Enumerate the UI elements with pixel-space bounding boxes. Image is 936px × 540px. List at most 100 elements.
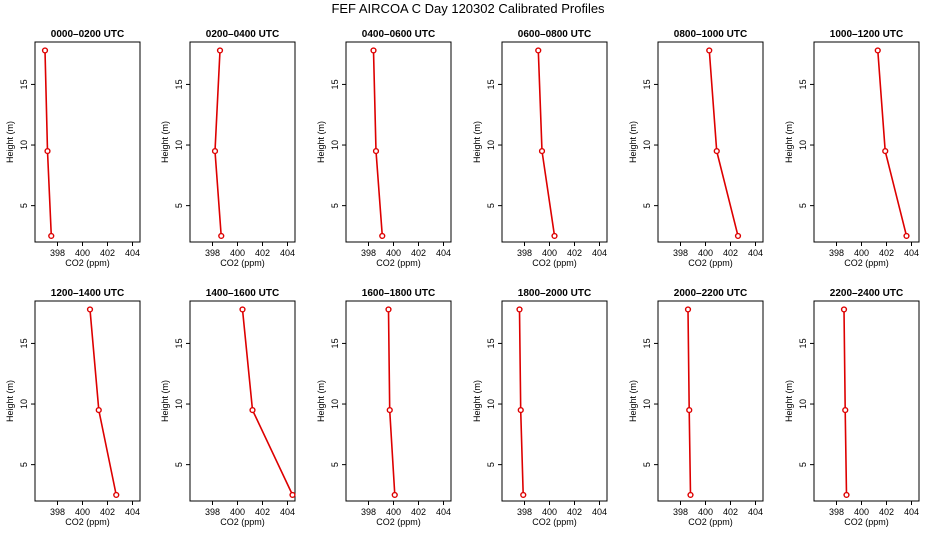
- y-tick-label: 5: [798, 462, 808, 467]
- x-tick-label: 402: [567, 248, 582, 258]
- y-tick-label: 5: [330, 203, 340, 208]
- x-axis-label: CO2 (ppm): [688, 258, 733, 268]
- panel-title: 0800–1000 UTC: [674, 29, 747, 40]
- profile-panel: 2000–2200 UTC 398 400 402 404 5 10 15 CO2 (ppm) H…: [628, 288, 764, 527]
- y-axis-label: Height (m): [784, 380, 794, 422]
- x-tick-label: 400: [854, 248, 869, 258]
- y-tick-label: 15: [642, 79, 652, 89]
- x-tick-label: 398: [50, 507, 65, 517]
- data-point: [874, 47, 881, 54]
- x-tick-label: 400: [698, 507, 713, 517]
- data-point: [113, 491, 120, 499]
- y-tick-label: 5: [486, 203, 496, 208]
- data-point: [734, 232, 742, 240]
- y-tick-label: 15: [486, 79, 496, 89]
- data-point: [903, 232, 910, 240]
- y-tick-label: 5: [19, 462, 29, 467]
- plot-frame: [813, 41, 920, 243]
- profile-line: [687, 309, 692, 495]
- y-axis-label: Height (m): [316, 121, 326, 163]
- profile-panel: 1800–2000 UTC 398 400 402 404 5 10 15 CO2 (ppm) H…: [472, 288, 608, 527]
- data-point: [289, 491, 296, 499]
- plot-frame: [501, 300, 608, 502]
- y-tick-label: 15: [798, 79, 808, 89]
- y-axis-label: Height (m): [472, 380, 482, 422]
- figure-title: FEF AIRCOA C Day 120302 Calibrated Profi…: [331, 1, 605, 16]
- profile-line: [214, 50, 222, 236]
- y-tick-label: 5: [19, 203, 29, 208]
- profile-line: [44, 50, 53, 236]
- profile-panel: 1000–1200 UTC 398 400 402 404 5 10 15 CO2 (ppm) H…: [784, 29, 920, 268]
- data-point: [370, 47, 377, 54]
- data-point: [687, 491, 694, 499]
- y-tick-label: 10: [798, 140, 808, 150]
- y-tick-label: 10: [486, 399, 496, 409]
- panel-title: 0000–0200 UTC: [51, 29, 124, 40]
- data-point: [551, 232, 558, 240]
- data-point: [211, 147, 219, 155]
- profile-line: [708, 50, 739, 237]
- y-axis-label: Height (m): [316, 380, 326, 422]
- y-tick-label: 5: [642, 462, 652, 467]
- x-tick-label: 404: [904, 507, 919, 517]
- x-axis-label: CO2 (ppm): [844, 517, 889, 527]
- panel-title: 0600–0800 UTC: [518, 29, 591, 40]
- y-tick-label: 5: [330, 462, 340, 467]
- x-tick-label: 400: [230, 248, 245, 258]
- data-point: [385, 306, 392, 313]
- y-tick-label: 5: [174, 203, 184, 208]
- data-point: [239, 306, 246, 313]
- x-tick-label: 402: [255, 507, 270, 517]
- panel-title: 1400–1600 UTC: [206, 288, 279, 299]
- data-point: [706, 47, 713, 54]
- data-point: [516, 306, 523, 313]
- y-axis-label: Height (m): [5, 380, 15, 422]
- y-axis-label: Height (m): [160, 121, 170, 163]
- data-point: [882, 147, 889, 155]
- x-axis-label: CO2 (ppm): [220, 517, 265, 527]
- x-tick-label: 402: [100, 507, 115, 517]
- plot-frame: [34, 300, 141, 502]
- plot-frame: [34, 41, 141, 243]
- x-tick-label: 400: [75, 248, 90, 258]
- profile-panel: 2200–2400 UTC 398 400 402 404 5 10 15 CO2 (ppm) H…: [784, 288, 920, 527]
- y-tick-label: 10: [330, 399, 340, 409]
- x-tick-label: 398: [361, 248, 376, 258]
- data-point: [843, 491, 850, 499]
- x-tick-label: 404: [436, 248, 451, 258]
- plot-frame: [345, 300, 452, 502]
- data-point: [391, 491, 398, 499]
- profile-line: [537, 50, 556, 237]
- profile-line: [843, 309, 848, 495]
- panel-title: 0400–0600 UTC: [362, 29, 435, 40]
- y-axis-label: Height (m): [160, 380, 170, 422]
- x-tick-label: 402: [567, 507, 582, 517]
- profile-panel: 0200–0400 UTC 398 400 402 404 5 10 15 CO2 (ppm) H…: [160, 29, 296, 268]
- y-tick-label: 15: [19, 79, 29, 89]
- data-point: [684, 306, 692, 313]
- profile-panel: 1400–1600 UTC 398 400 402 404 5 10 15 CO2 (ppm) H…: [160, 288, 296, 527]
- data-point: [713, 147, 720, 155]
- x-tick-label: 398: [50, 248, 65, 258]
- data-point: [520, 491, 527, 499]
- x-tick-label: 404: [436, 507, 451, 517]
- panel-title: 2200–2400 UTC: [830, 288, 903, 299]
- x-tick-label: 404: [125, 507, 140, 517]
- data-point: [840, 306, 848, 313]
- profile-panel: 0600–0800 UTC 398 400 402 404 5 10 15 CO2 (ppm) H…: [472, 29, 608, 268]
- x-axis-label: CO2 (ppm): [376, 258, 421, 268]
- y-axis-label: Height (m): [5, 121, 15, 163]
- profile-line: [387, 309, 396, 495]
- x-axis-label: CO2 (ppm): [376, 517, 421, 527]
- y-axis-label: Height (m): [472, 121, 482, 163]
- profile-line: [372, 50, 384, 236]
- data-point: [249, 406, 256, 414]
- data-point: [41, 47, 49, 54]
- y-tick-label: 15: [174, 79, 184, 89]
- data-point: [386, 406, 393, 414]
- plot-frame: [345, 41, 452, 243]
- data-point: [372, 147, 380, 155]
- data-point: [379, 232, 386, 240]
- plot-frame: [657, 300, 764, 502]
- profile-panel: 0800–1000 UTC 398 400 402 404 5 10 15 CO2 (ppm) H…: [628, 29, 764, 268]
